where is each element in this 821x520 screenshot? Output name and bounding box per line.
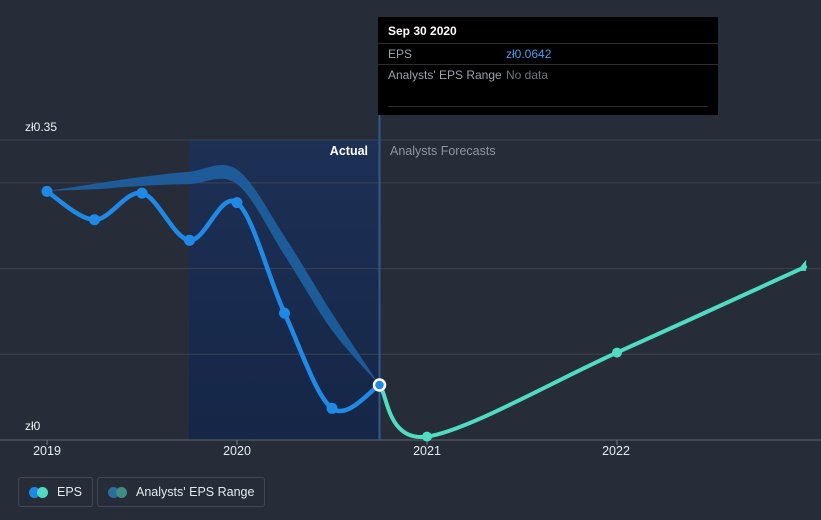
eps-series-icon xyxy=(29,486,49,498)
y-axis-label-zero: zł0 xyxy=(25,419,41,433)
eps-data-point[interactable] xyxy=(231,197,243,209)
tooltip-range-row: Analysts' EPS Range No data xyxy=(378,65,718,85)
x-axis-label-2021: 2021 xyxy=(413,444,441,458)
x-axis-label-2019: 2019 xyxy=(33,444,61,458)
actual-section-label: Actual xyxy=(329,144,368,158)
legend-eps-label: EPS xyxy=(57,485,83,499)
tooltip-date: Sep 30 2020 xyxy=(378,17,718,44)
x-axis-label-2020: 2020 xyxy=(223,444,251,458)
forecast-data-point[interactable] xyxy=(612,347,622,358)
x-axis-label-2022: 2022 xyxy=(602,444,630,458)
eps-data-point[interactable] xyxy=(279,307,290,319)
tooltip-separator xyxy=(388,106,708,107)
tooltip-eps-row: EPS zł0.0642 xyxy=(378,44,718,65)
tooltip: Sep 30 2020 EPS zł0.0642 Analysts' EPS R… xyxy=(378,17,718,115)
legend-range-label: Analysts' EPS Range xyxy=(136,485,255,499)
legend: EPS Analysts' EPS Range xyxy=(18,477,266,507)
eps-data-point[interactable] xyxy=(41,185,53,197)
forecast-end-arrow xyxy=(797,259,807,271)
analysts-eps-range-band xyxy=(47,165,380,385)
legend-item-range[interactable]: Analysts' EPS Range xyxy=(97,477,266,507)
actual-period-highlight xyxy=(189,140,379,440)
eps-data-point[interactable] xyxy=(89,214,100,226)
legend-item-eps[interactable]: EPS xyxy=(18,477,94,507)
y-axis-label-max: zł0.35 xyxy=(25,120,58,134)
tooltip-range-value: No data xyxy=(506,68,549,82)
eps-data-point[interactable] xyxy=(326,402,338,414)
tooltip-eps-label: EPS xyxy=(388,47,413,61)
eps-data-point[interactable] xyxy=(184,234,195,246)
eps-line xyxy=(44,189,382,414)
hovered-data-point[interactable] xyxy=(372,378,387,392)
forecast-line xyxy=(377,264,808,439)
forecasts-section-label: Analysts Forecasts xyxy=(390,144,496,158)
tooltip-eps-value: zł0.0642 xyxy=(506,47,552,61)
chart-canvas[interactable] xyxy=(0,0,821,470)
tooltip-range-label: Analysts' EPS Range xyxy=(388,68,502,82)
eps-data-point[interactable] xyxy=(136,187,148,199)
forecast-data-point[interactable] xyxy=(422,431,432,442)
range-series-icon xyxy=(108,486,128,498)
